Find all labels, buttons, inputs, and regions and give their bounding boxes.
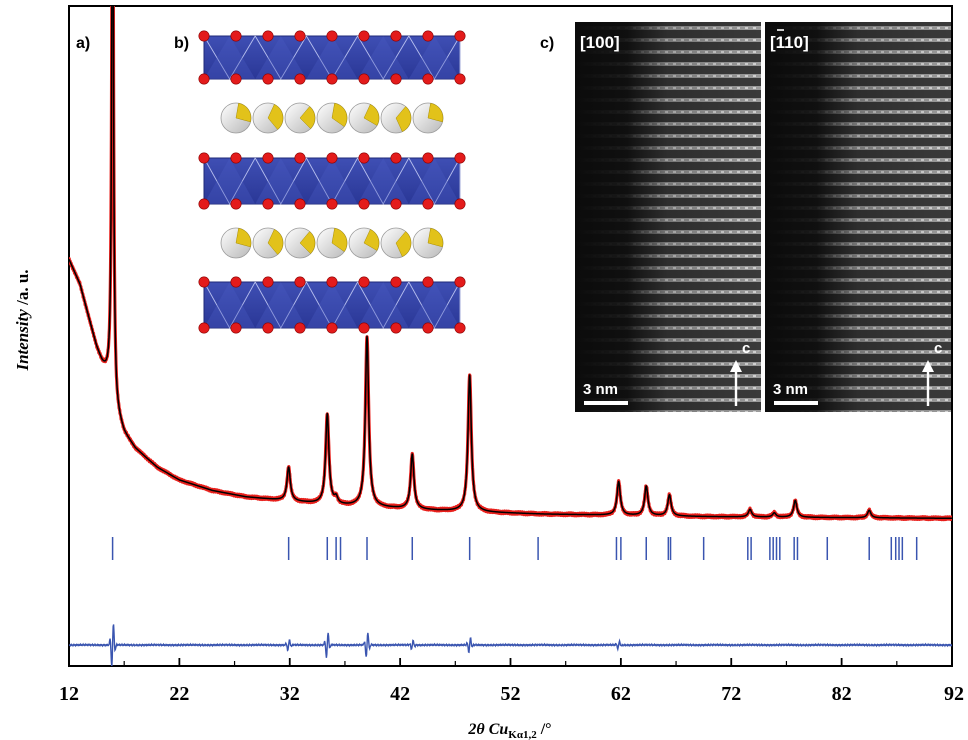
- tem-left-scale-bar: [584, 401, 628, 405]
- oxygen-atom: [422, 30, 434, 42]
- tem-right-c-arrow: [922, 360, 934, 406]
- oxygen-atom: [198, 152, 210, 164]
- oxygen-atom: [230, 152, 242, 164]
- oxygen-atom: [454, 276, 466, 288]
- oxygen-atom: [294, 322, 306, 334]
- oxygen-atom: [294, 30, 306, 42]
- octahedral-layer: [198, 152, 466, 210]
- tem-left-c-arrow: [730, 360, 742, 406]
- oxygen-atom: [358, 322, 370, 334]
- oxygen-atom: [230, 30, 242, 42]
- oxygen-atom: [230, 276, 242, 288]
- x-tick-label: 12: [59, 683, 79, 705]
- oxygen-atom: [422, 322, 434, 334]
- panel-label-a: a): [76, 35, 90, 52]
- oxygen-atom: [294, 276, 306, 288]
- x-axis-ticks: 12 22 32 42 52 62 72 82 92: [59, 658, 964, 705]
- oxygen-atom: [390, 198, 402, 210]
- octahedral-layer: [198, 30, 466, 85]
- crystal-structure-inset: [198, 30, 466, 334]
- y-axis-title: Intensity /a. u.: [13, 269, 32, 371]
- oxygen-atom: [230, 198, 242, 210]
- oxygen-atom: [390, 152, 402, 164]
- oxygen-atom: [422, 73, 434, 85]
- oxygen-atom: [358, 30, 370, 42]
- oxygen-atom: [358, 73, 370, 85]
- tem-image-left: [575, 22, 761, 412]
- oxygen-atom: [198, 322, 210, 334]
- oxygen-atom: [390, 276, 402, 288]
- oxygen-atom: [390, 30, 402, 42]
- oxygen-atom: [198, 276, 210, 288]
- cation-layer: [220, 227, 444, 259]
- oxygen-atom: [294, 152, 306, 164]
- oxygen-atom: [198, 73, 210, 85]
- oxygen-atom: [390, 73, 402, 85]
- oxygen-atom: [390, 322, 402, 334]
- oxygen-atom: [294, 73, 306, 85]
- oxygen-atom: [358, 198, 370, 210]
- x-tick-label: 42: [390, 683, 410, 705]
- panel-label-b: b): [174, 35, 189, 52]
- calculated-pattern-line: [69, 6, 952, 520]
- x-tick-label: 52: [501, 683, 521, 705]
- difference-curve-group: [69, 624, 952, 666]
- oxygen-atom: [262, 152, 274, 164]
- oxygen-atom: [326, 276, 338, 288]
- tem-right-scale-text: 3 nm: [773, 381, 808, 398]
- oxygen-atom: [326, 152, 338, 164]
- calculated-pattern-group: [69, 6, 952, 520]
- oxygen-atom: [454, 198, 466, 210]
- oxygen-atom: [454, 73, 466, 85]
- x-tick-label: 32: [280, 683, 300, 705]
- oxygen-atom: [230, 73, 242, 85]
- y-axis-title-italic: Intensity: [13, 309, 32, 372]
- oxygen-atom: [358, 152, 370, 164]
- oxygen-atom: [326, 73, 338, 85]
- y-axis-title-suffix: /a. u.: [13, 269, 32, 309]
- oxygen-atom: [262, 276, 274, 288]
- panel-label-c: c): [540, 35, 554, 52]
- oxygen-atom: [422, 198, 434, 210]
- x-tick-label: 92: [944, 683, 964, 705]
- x-tick-label: 82: [832, 683, 852, 705]
- tem-left-zone-axis: [100]: [580, 33, 620, 52]
- x-axis-title-prefix: 2θ Cu: [467, 721, 508, 738]
- tem-right-scale-bar: [774, 401, 818, 405]
- oxygen-atom: [326, 30, 338, 42]
- oxygen-atom: [262, 30, 274, 42]
- tem-left-c-label: c: [742, 340, 750, 357]
- reflection-markers: [111, 537, 918, 560]
- tem-right-zone-axis: [110]: [770, 33, 809, 52]
- plot-area: [69, 6, 952, 666]
- oxygen-atom: [294, 198, 306, 210]
- oxygen-atom: [422, 276, 434, 288]
- oxygen-atom: [230, 322, 242, 334]
- x-axis-title: 2θ CuKα1,2 /°: [467, 721, 551, 740]
- x-axis-title-subscript: Kα1,2: [508, 729, 537, 740]
- cation-layer: [220, 102, 444, 134]
- tem-left-scale-text: 3 nm: [583, 381, 618, 398]
- oxygen-atom: [262, 73, 274, 85]
- oxygen-atom: [454, 152, 466, 164]
- x-axis-title-suffix: /°: [537, 721, 552, 738]
- x-tick-label: 62: [611, 683, 631, 705]
- oxygen-atom: [326, 198, 338, 210]
- difference-curve: [69, 624, 952, 666]
- oxygen-atom: [454, 322, 466, 334]
- x-tick-label: 72: [721, 683, 741, 705]
- oxygen-atom: [198, 30, 210, 42]
- oxygen-atom: [422, 152, 434, 164]
- oxygen-atom: [326, 322, 338, 334]
- oxygen-atom: [262, 198, 274, 210]
- tem-right-c-label: c: [934, 340, 942, 357]
- x-tick-label: 22: [169, 683, 189, 705]
- oxygen-atom: [198, 198, 210, 210]
- oxygen-atom: [454, 30, 466, 42]
- octahedral-layer: [198, 276, 466, 334]
- oxygen-atom: [262, 322, 274, 334]
- oxygen-atom: [358, 276, 370, 288]
- tem-image-right: [765, 22, 951, 412]
